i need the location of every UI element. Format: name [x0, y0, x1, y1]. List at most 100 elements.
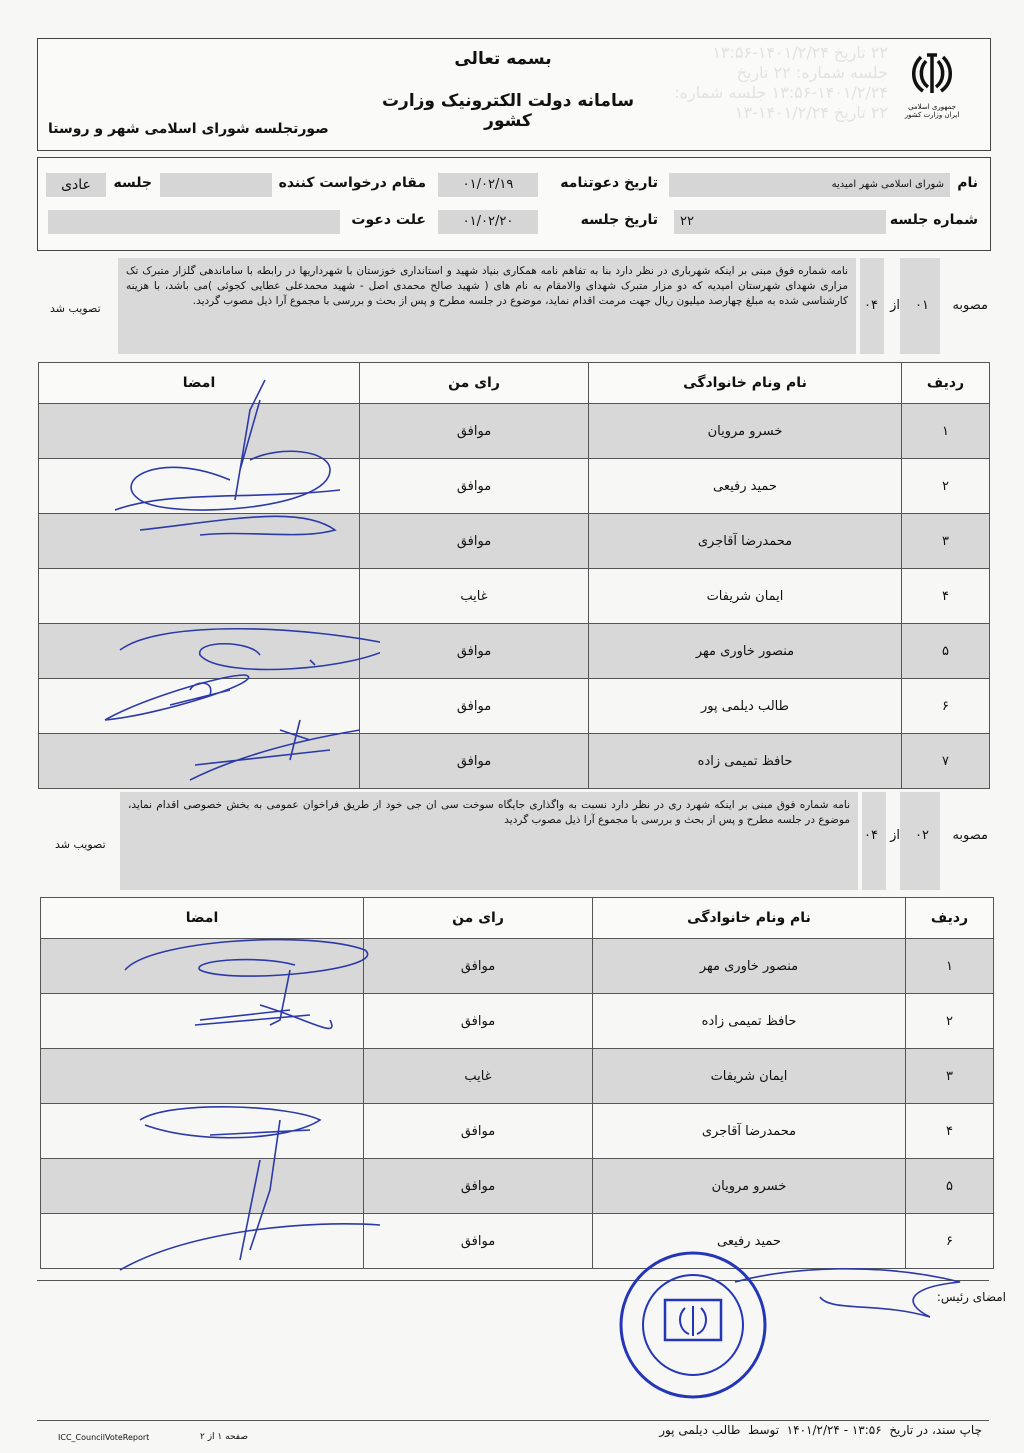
signature-cell: [40, 1213, 364, 1269]
signature-cell: [40, 1103, 364, 1159]
member-vote: موافق: [359, 678, 589, 734]
member-name: حمید رفیعی: [592, 1213, 906, 1269]
member-name: حمید رفیعی: [588, 458, 902, 514]
row-number: ۲: [901, 458, 990, 514]
logo-text: جمهوری اسلامی ایران وزارت کشور: [904, 103, 960, 119]
resolution-label: مصوبه: [952, 298, 988, 313]
member-name: منصور خاوری مهر: [592, 938, 906, 994]
vote-table-2: ردیف نام ونام خانوادگی رای من امضا ۱ منص…: [40, 897, 994, 1269]
table-header-row: ردیف نام ونام خانوادگی رای من امضا: [40, 897, 994, 939]
invite-date-label: تاریخ دعوتنامه: [560, 175, 658, 191]
resolution-status: تصویب شد: [50, 302, 101, 315]
printed-datetime: ۱۳:۵۶ - ۱۴۰۱/۲/۲۴: [786, 1423, 882, 1437]
member-vote: موافق: [359, 458, 589, 514]
signature-cell: [40, 938, 364, 994]
col-name-header: نام ونام خانوادگی: [592, 897, 906, 939]
emblem-icon: [912, 53, 952, 93]
member-vote: موافق: [363, 1103, 593, 1159]
iran-emblem-logo: جمهوری اسلامی ایران وزارت کشور: [902, 49, 962, 119]
row-number: ۶: [901, 678, 990, 734]
member-name: حافظ تمیمی زاده: [592, 993, 906, 1049]
signature-cell: [38, 458, 360, 514]
header-box: ۲۲ تاریخ ۱۴۰۱/۲/۲۴-۱۳:۵۶ جلسه شماره: ۲۲ …: [37, 38, 991, 151]
reason-field: [48, 210, 340, 234]
member-vote: موافق: [359, 513, 589, 569]
member-vote: غایب: [363, 1048, 593, 1104]
member-vote: موافق: [363, 993, 593, 1049]
row-number: ۳: [901, 513, 990, 569]
requester-field: [160, 173, 272, 197]
table-row: ۲ حمید رفیعی موافق: [38, 458, 990, 514]
session-date-field: ۰۱/۰۲/۲۰: [438, 210, 538, 234]
signature-cell: [38, 623, 360, 679]
resolution-total-cell: [862, 792, 886, 890]
signature-cell: [40, 993, 364, 1049]
by-label: توسط: [748, 1423, 780, 1437]
resolution-total: ۰۴: [864, 828, 878, 843]
member-vote: غایب: [359, 568, 589, 624]
col-vote-header: رای من: [363, 897, 593, 939]
name-label: نام: [957, 175, 978, 191]
col-vote-header: رای من: [359, 362, 589, 404]
member-name: حافظ تمیمی زاده: [588, 733, 902, 789]
session-number-label: شماره جلسه: [889, 212, 978, 228]
row-number: ۱: [901, 403, 990, 459]
table-row: ۳ محمدرضا آقاجری موافق: [38, 513, 990, 569]
member-vote: موافق: [359, 733, 589, 789]
resolution-text: نامه شماره فوق مبنی بر اینکه شهرباری در …: [118, 258, 856, 354]
session-date-label: تاریخ جلسه: [580, 212, 658, 228]
table-row: ۱ منصور خاوری مهر موافق: [40, 938, 994, 994]
row-number: ۱: [905, 938, 994, 994]
resolution-label: مصوبه: [952, 828, 988, 843]
member-name: طالب دیلمی پور: [588, 678, 902, 734]
row-number: ۴: [901, 568, 990, 624]
member-name: خسرو مرویان: [592, 1158, 906, 1214]
row-number: ۶: [905, 1213, 994, 1269]
col-row-header: ردیف: [901, 362, 990, 404]
table-row: ۵ خسرو مرویان موافق: [40, 1158, 994, 1214]
signature-cell: [38, 513, 360, 569]
member-vote: موافق: [363, 1158, 593, 1214]
session-info-box: نام شورای اسلامی شهر امیدیه تاریخ دعوتنا…: [37, 157, 991, 251]
table-row: ۱ خسرو مرویان موافق: [38, 403, 990, 459]
requester-label: مقام درخواست کننده: [278, 175, 426, 191]
resolution-number: ۰۱: [915, 298, 929, 313]
member-name: ایمان شریفات: [592, 1048, 906, 1104]
member-name: محمدرضا آقاجری: [588, 513, 902, 569]
row-number: ۲: [905, 993, 994, 1049]
resolution-status: تصویب شد: [55, 838, 106, 851]
session-number-field: ۲۲: [674, 210, 886, 234]
member-name: خسرو مرویان: [588, 403, 902, 459]
printed-by-name: طالب دیلمی پور: [659, 1423, 741, 1437]
bismillah: بسمه تعالی: [454, 49, 552, 69]
system-title: سامانه دولت الکترونیک وزارت کشور: [381, 91, 635, 131]
table-row: ۵ منصور خاوری مهر موافق: [38, 623, 990, 679]
watermark-text: ۲۲ تاریخ ۱۴۰۱/۲/۲۴-۱۳:۵۶ جلسه شماره: ۲۲ …: [674, 43, 888, 122]
col-signature-header: امضا: [38, 362, 360, 404]
member-vote: موافق: [363, 1213, 593, 1269]
signature-cell: [38, 733, 360, 789]
member-vote: موافق: [359, 403, 589, 459]
row-number: ۴: [905, 1103, 994, 1159]
col-row-header: ردیف: [905, 897, 994, 939]
resolution-total: ۰۴: [864, 298, 878, 313]
session-type-label: جلسه: [113, 175, 152, 191]
report-id: ICC_CouncilVoteReport: [58, 1433, 150, 1442]
row-number: ۵: [901, 623, 990, 679]
signature-cell: [40, 1158, 364, 1214]
resolution-number: ۰۲: [915, 828, 929, 843]
divider-line: [37, 1420, 989, 1421]
member-name: منصور خاوری مهر: [588, 623, 902, 679]
member-name: ایمان شریفات: [588, 568, 902, 624]
page-number: صفحه ۱ از ۲: [200, 1432, 248, 1442]
of-label: از: [890, 828, 900, 843]
table-row: ۲ حافظ تمیمی زاده موافق: [40, 993, 994, 1049]
table-row: ۳ ایمان شریفات غایب: [40, 1048, 994, 1104]
table-row: ۴ ایمان شریفات غایب: [38, 568, 990, 624]
session-type-field: عادی: [46, 173, 106, 197]
signature-cell: [38, 403, 360, 459]
signature-cell: [38, 678, 360, 734]
table-row: ۶ طالب دیلمی پور موافق: [38, 678, 990, 734]
vote-table-1: ردیف نام ونام خانوادگی رای من امضا ۱ خسر…: [38, 362, 990, 789]
